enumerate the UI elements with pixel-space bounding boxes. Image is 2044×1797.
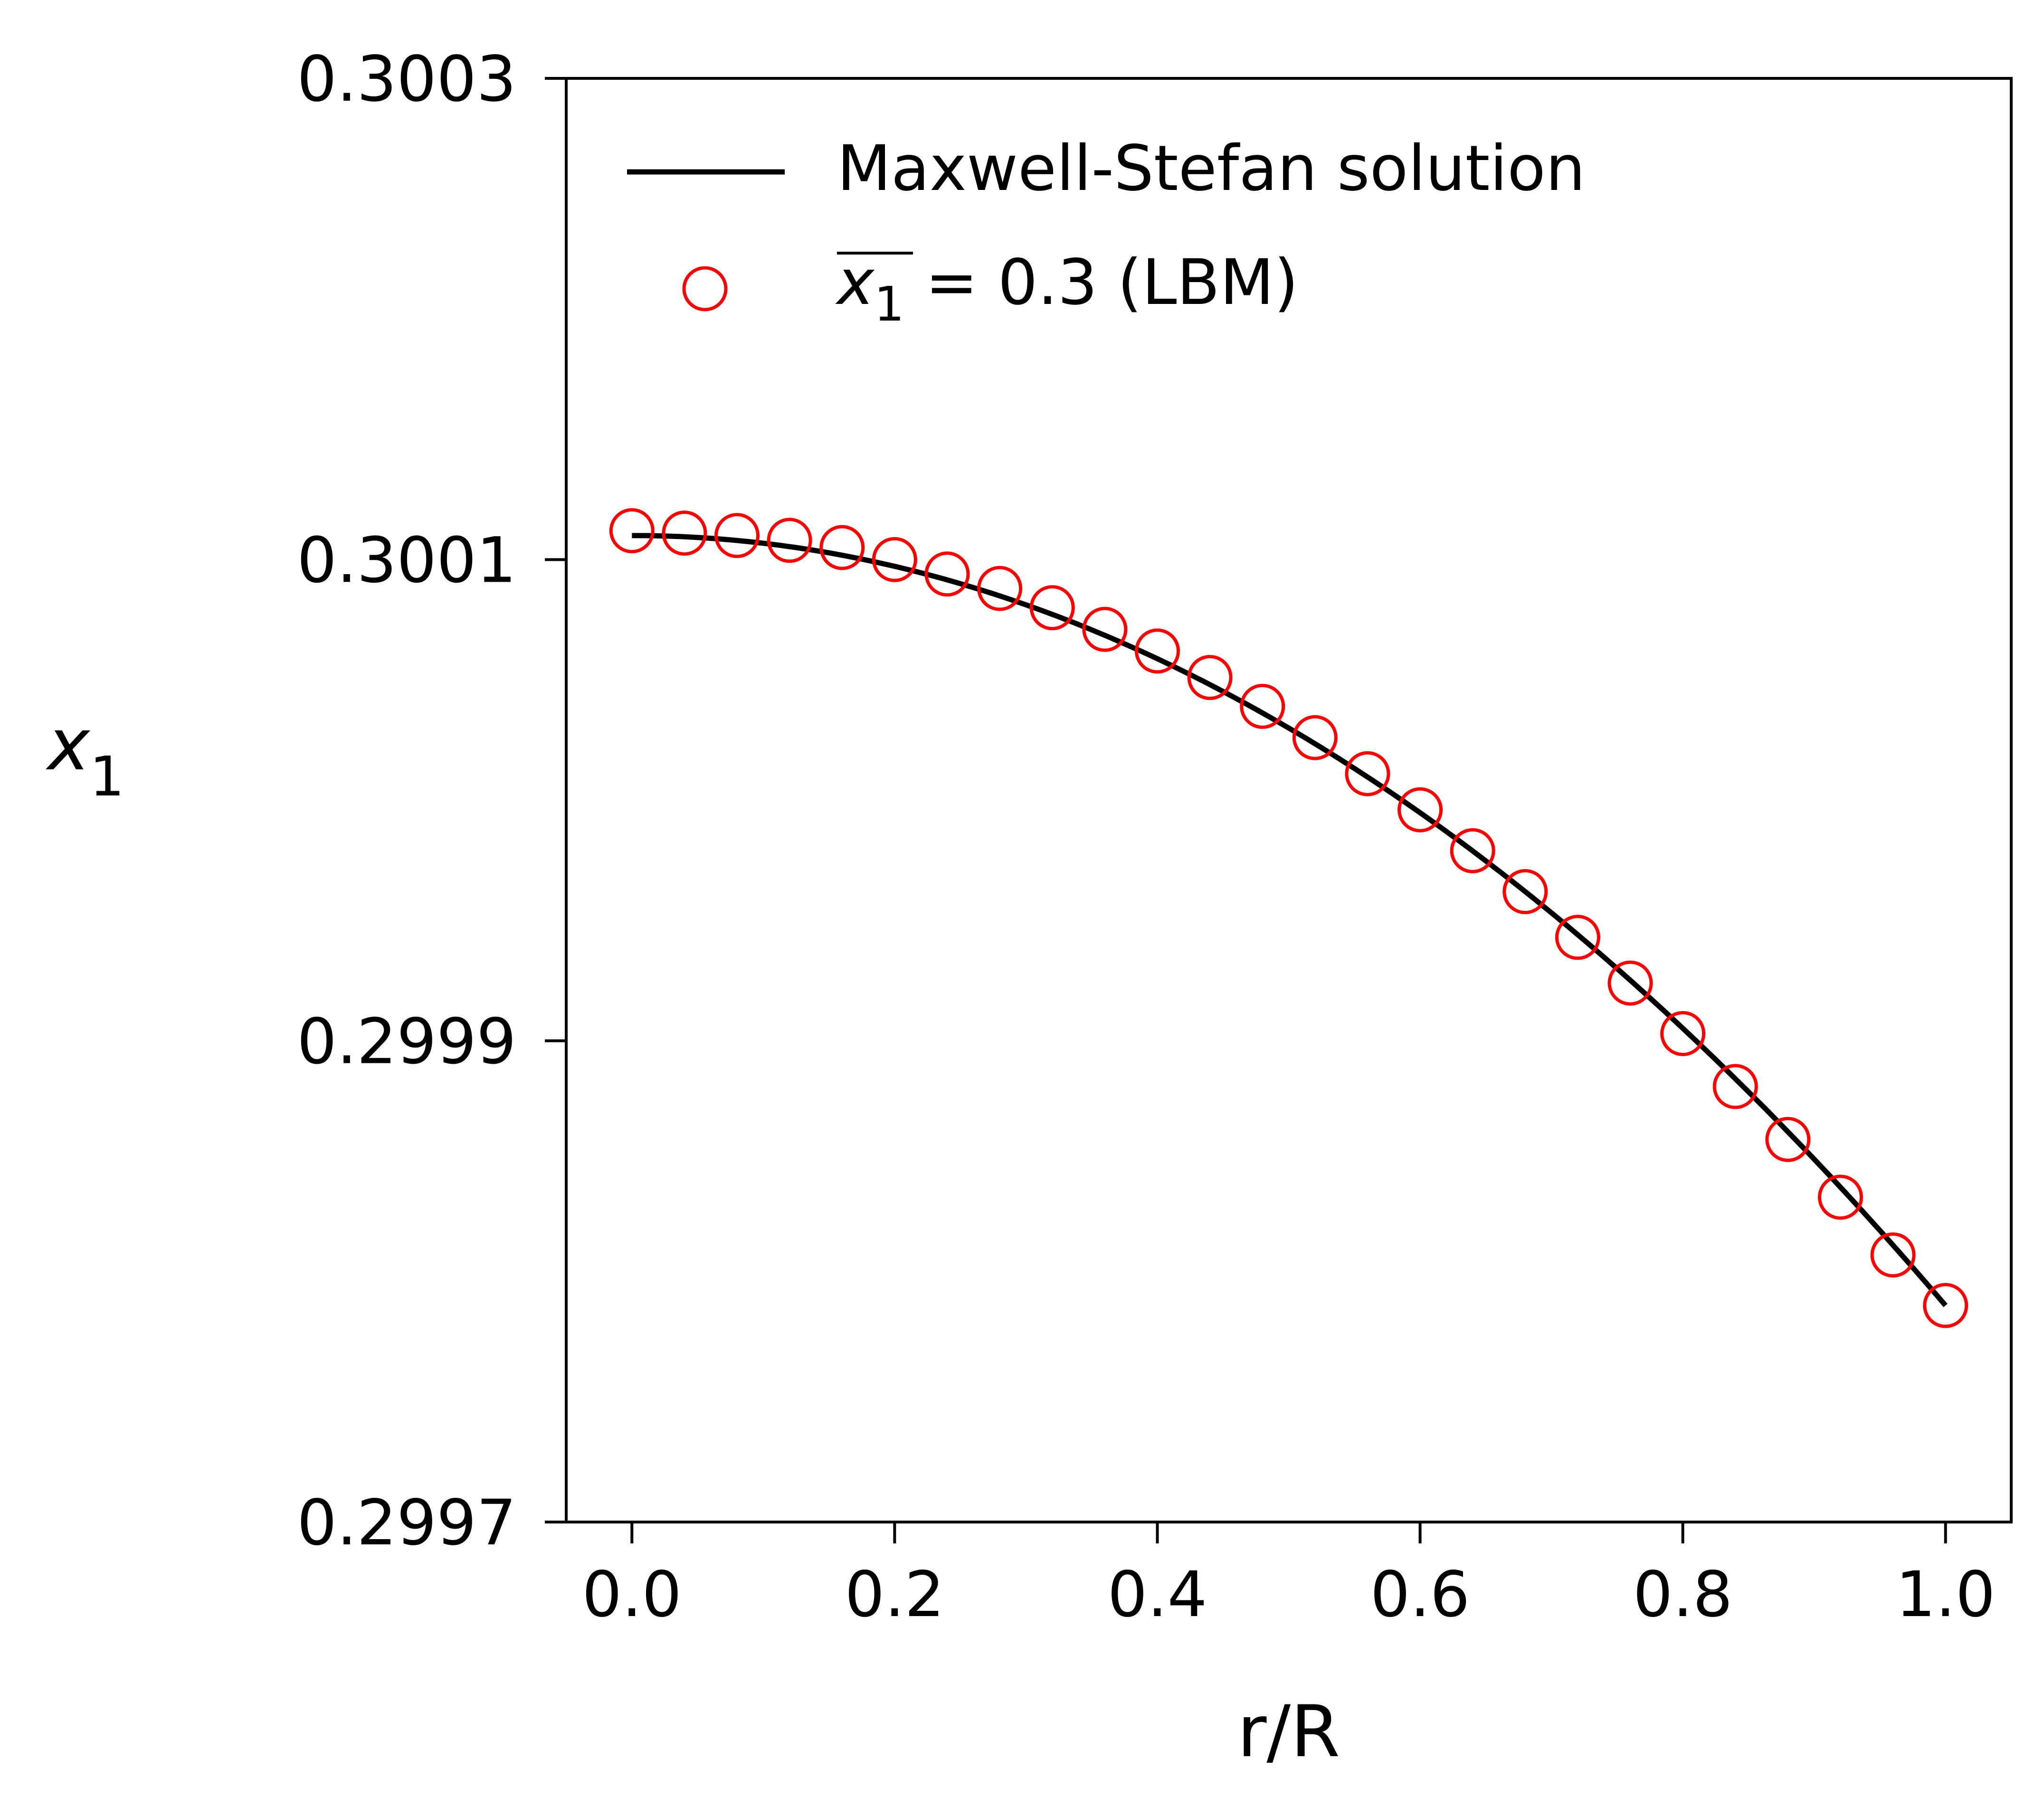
legend-math-base: x	[835, 246, 875, 319]
lbm-data-point	[1817, 1174, 1863, 1220]
lbm-data-point	[819, 525, 865, 570]
y-tick-label: 0.2997	[297, 1486, 516, 1560]
lbm-data-point	[1134, 628, 1180, 674]
legend-math-subscript: 1	[874, 276, 904, 332]
lbm-data-point	[1502, 869, 1548, 915]
y-axis-ticks: 0.2997 0.2999 0.3001 0.3003	[297, 43, 566, 1560]
y-axis-label: x1	[46, 704, 124, 809]
y-tick-label: 0.3003	[297, 43, 516, 116]
lbm-data-point	[872, 537, 917, 582]
x-tick-label: 0.4	[1107, 1558, 1207, 1631]
legend-circle-marker	[682, 266, 728, 312]
y-axis-label-subscript: 1	[90, 745, 124, 809]
lbm-data-point	[1345, 751, 1390, 796]
lbm-data-point	[1187, 655, 1233, 700]
lbm-data-point	[609, 508, 655, 554]
lbm-data-point	[1398, 787, 1443, 832]
axes-frame	[565, 77, 2013, 1523]
lbm-data-point	[1240, 683, 1285, 729]
lbm-data-point	[1765, 1116, 1811, 1162]
x-tick-label: 0.0	[582, 1558, 682, 1631]
x-tick-label: 1.0	[1896, 1558, 1996, 1631]
lbm-data-point	[767, 518, 812, 563]
plot-area	[609, 508, 1968, 1328]
lbm-data-point	[1450, 828, 1495, 873]
legend-math-symbol: x1	[835, 246, 904, 332]
x-axis-label: r/R	[1237, 1691, 1340, 1773]
lbm-data-point	[662, 511, 707, 556]
y-tick-label: 0.3001	[297, 524, 516, 597]
lbm-data-point	[1660, 1011, 1706, 1056]
legend-label-lbm: x1 = 0.3 (LBM)	[835, 246, 1298, 332]
y-axis-label-base: x	[46, 704, 91, 786]
lbm-data-point	[1555, 915, 1600, 960]
maxwell-stefan-line	[632, 533, 1948, 1307]
lbm-data-point	[977, 566, 1023, 611]
lbm-data-point	[1870, 1232, 1916, 1278]
x-axis-ticks: 0.0 0.2 0.4 0.6 0.8 1.0	[582, 1522, 1996, 1631]
legend-label-lbm-text: = 0.3 (LBM)	[925, 246, 1298, 319]
x-tick-label: 0.2	[845, 1558, 944, 1631]
x-tick-label: 0.6	[1370, 1558, 1470, 1631]
lbm-data-point	[1923, 1283, 1968, 1328]
legend-label-maxwell-stefan: Maxwell-Stefan solution	[837, 132, 1586, 205]
lbm-data-point	[714, 513, 760, 558]
lbm-data-point	[1029, 585, 1075, 631]
lbm-data-point	[1082, 606, 1128, 652]
y-tick-label: 0.2999	[297, 1005, 516, 1078]
lbm-data-point	[1607, 960, 1653, 1006]
lbm-data-point	[1292, 715, 1338, 760]
legend: Maxwell-Stefan solution x1 = 0.3 (LBM)	[627, 132, 1586, 332]
x-tick-label: 0.8	[1633, 1558, 1733, 1631]
lbm-data-point	[924, 551, 970, 597]
lbm-data-point	[1712, 1064, 1758, 1109]
